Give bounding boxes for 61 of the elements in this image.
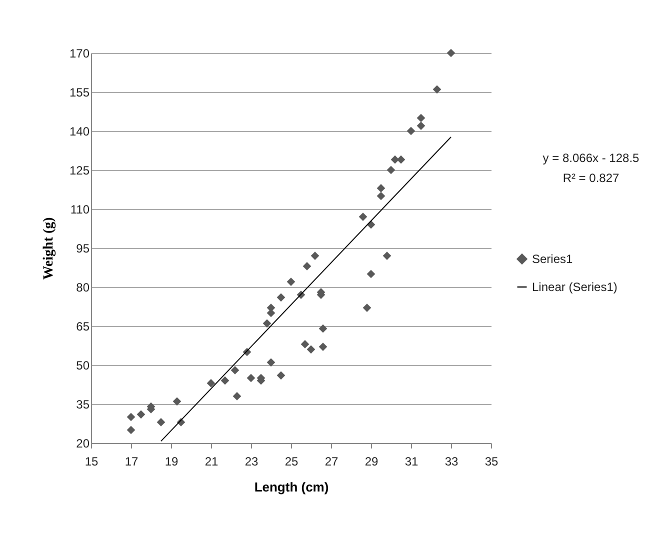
point	[136, 410, 146, 419]
point	[376, 192, 386, 200]
y-tick-label: 140	[69, 124, 90, 138]
point	[366, 270, 376, 278]
x-tick-label: 15	[84, 454, 98, 468]
point	[416, 114, 426, 122]
point	[276, 371, 286, 380]
point	[220, 376, 230, 385]
x-tick-label: 31	[404, 454, 418, 468]
y-tick-label: 155	[69, 86, 90, 100]
y-tick-label: 20	[76, 436, 90, 450]
point	[230, 366, 240, 374]
y-tick-label: 170	[69, 46, 90, 60]
text: y = 8.066x - 128.5	[542, 151, 640, 165]
x-tick-label: 19	[164, 454, 178, 468]
point	[126, 412, 136, 422]
point	[156, 418, 166, 426]
point	[276, 293, 286, 302]
point	[286, 278, 296, 286]
y-tick-label: 125	[69, 164, 90, 178]
point	[306, 345, 316, 354]
point	[362, 304, 372, 312]
y-axis-title: Weight (g)	[41, 216, 56, 280]
x-tick-label: 21	[204, 454, 218, 468]
point	[266, 358, 276, 367]
point	[446, 48, 456, 58]
legend-label: Series1	[532, 252, 574, 266]
point	[432, 85, 442, 94]
point	[406, 126, 416, 136]
x-tick-label: 33	[444, 454, 458, 468]
x-tick-label: 27	[324, 454, 338, 468]
point	[172, 397, 182, 406]
x-tick-label: 29	[364, 454, 378, 468]
point	[318, 324, 328, 333]
point	[300, 340, 310, 348]
point	[382, 252, 392, 260]
y-tick-label: 65	[76, 320, 90, 334]
point	[232, 392, 242, 400]
point	[246, 374, 256, 382]
point	[386, 166, 396, 174]
x-tick-label: 23	[244, 454, 258, 468]
text: R² = 0.827	[562, 171, 620, 185]
point	[358, 212, 368, 221]
point	[126, 426, 136, 434]
point	[416, 122, 426, 130]
point	[206, 379, 216, 388]
point	[318, 342, 328, 351]
point	[376, 184, 386, 192]
x-axis-title: Length (cm)	[254, 480, 329, 494]
y-tick-label: 80	[76, 280, 90, 294]
y-tick-label: 35	[76, 398, 90, 412]
y-tick-label: 50	[76, 358, 90, 372]
legend-label: Linear (Series1)	[532, 280, 618, 294]
y-tick-label: 110	[70, 202, 90, 216]
x-tick-label: 25	[284, 454, 298, 468]
x-tick-label: 17	[124, 454, 138, 468]
point	[310, 252, 320, 260]
y-tick-label: 95	[76, 242, 90, 256]
x-tick-label: 35	[484, 454, 498, 468]
point	[262, 319, 272, 328]
point	[302, 262, 312, 270]
